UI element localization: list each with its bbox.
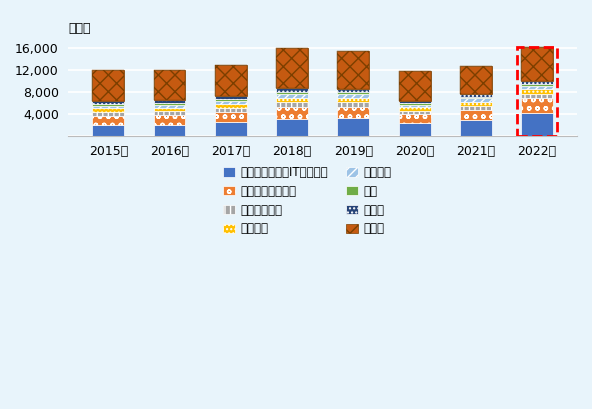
Bar	[154, 111, 185, 115]
Bar	[276, 102, 308, 107]
Bar	[154, 115, 185, 125]
Bar	[398, 71, 430, 101]
Legend: ソフトウェア・ITサービス, ビジネスサービス, 金融サービス, 産業機器, 電子部品, 化学, 自動車, その他: ソフトウェア・ITサービス, ビジネスサービス, 金融サービス, 産業機器, 電…	[218, 161, 397, 240]
Bar	[398, 123, 430, 135]
Bar	[337, 118, 369, 135]
Bar	[398, 114, 430, 123]
Bar	[398, 105, 430, 108]
Bar	[460, 66, 492, 94]
Bar	[521, 112, 553, 135]
Bar	[337, 89, 369, 92]
Bar	[215, 112, 247, 122]
Bar	[521, 47, 553, 81]
Bar	[337, 51, 369, 89]
Bar	[154, 125, 185, 135]
Bar	[154, 100, 185, 103]
Bar	[521, 47, 553, 81]
Bar	[276, 48, 308, 88]
Bar	[460, 97, 492, 99]
Bar	[215, 65, 247, 96]
Bar	[215, 108, 247, 112]
Bar	[398, 103, 430, 105]
Bar	[398, 111, 430, 114]
Bar	[276, 107, 308, 119]
Bar	[215, 104, 247, 108]
Bar	[398, 71, 430, 101]
Bar	[337, 107, 369, 118]
Bar	[92, 70, 124, 101]
Bar	[460, 102, 492, 106]
Bar	[92, 116, 124, 125]
Bar	[154, 105, 185, 108]
Bar	[460, 110, 492, 120]
Bar	[92, 101, 124, 103]
Bar	[154, 70, 185, 100]
Bar	[276, 119, 308, 135]
Bar	[276, 94, 308, 98]
Text: （件）: （件）	[69, 22, 91, 34]
Bar	[92, 106, 124, 108]
Bar	[460, 94, 492, 97]
Bar	[460, 99, 492, 102]
Bar	[276, 48, 308, 88]
Bar	[92, 125, 124, 135]
Bar	[276, 98, 308, 102]
Bar	[521, 94, 553, 99]
Bar	[215, 96, 247, 99]
Bar	[460, 106, 492, 110]
Bar	[521, 99, 553, 112]
Bar	[92, 112, 124, 116]
Bar	[154, 70, 185, 100]
Bar	[92, 108, 124, 112]
Bar	[521, 81, 553, 84]
Bar	[398, 108, 430, 111]
Bar	[276, 88, 308, 92]
Bar	[154, 108, 185, 111]
Bar	[92, 103, 124, 106]
Bar	[337, 51, 369, 89]
Bar	[154, 103, 185, 105]
Bar	[521, 90, 553, 94]
Bar	[521, 86, 553, 90]
Bar	[337, 94, 369, 98]
Bar	[398, 101, 430, 103]
Bar	[215, 99, 247, 101]
Bar	[276, 92, 308, 94]
Bar	[215, 101, 247, 104]
Bar	[337, 102, 369, 107]
Bar	[337, 92, 369, 94]
Bar	[521, 84, 553, 86]
Bar	[215, 122, 247, 135]
Bar	[337, 98, 369, 102]
Bar	[215, 65, 247, 96]
Bar	[92, 70, 124, 101]
Bar	[460, 66, 492, 94]
Bar	[460, 120, 492, 135]
